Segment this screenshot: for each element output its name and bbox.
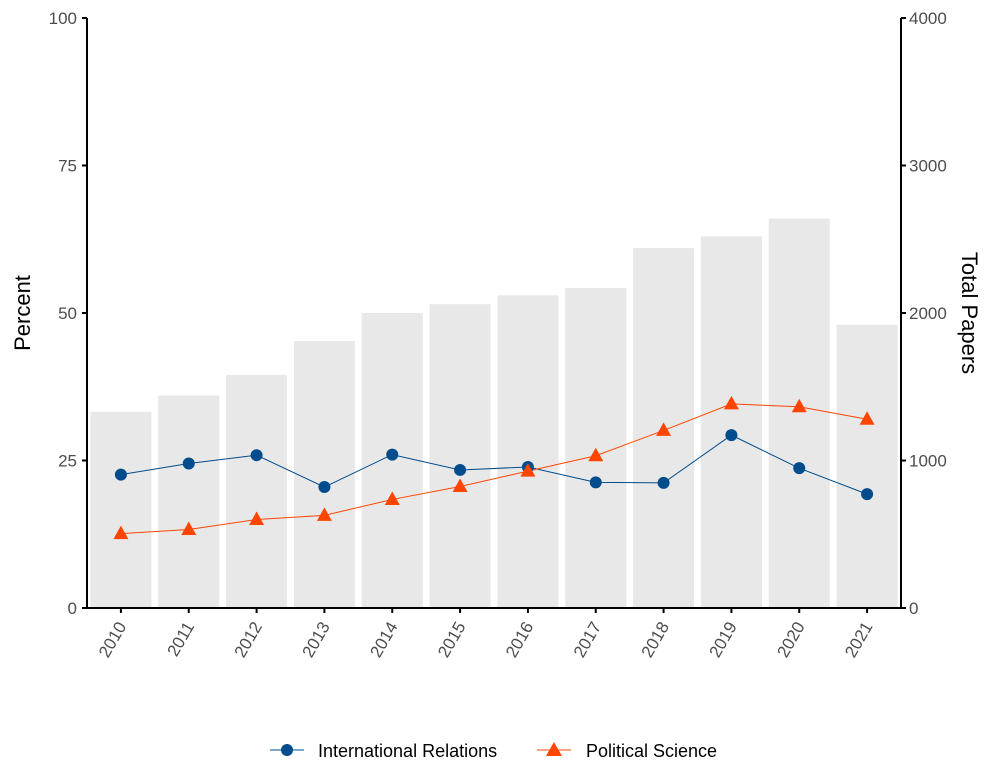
bar-2015	[429, 304, 491, 608]
x-tick-label-2016: 2016	[502, 619, 537, 661]
point-political-science-2013	[316, 507, 332, 521]
point-international-relations-2018	[657, 476, 670, 489]
x-tick-label-2011: 2011	[163, 619, 198, 660]
x-tick-label-2018: 2018	[638, 619, 673, 661]
y2-tick-label: 1000	[909, 452, 947, 471]
point-political-science-2014	[384, 491, 400, 505]
y2-tick-label: 3000	[909, 157, 947, 176]
legend-label-political-science: Political Science	[586, 741, 717, 761]
x-tick-label-2020: 2020	[773, 619, 808, 661]
point-international-relations-2010	[114, 468, 127, 481]
point-international-relations-2011	[182, 457, 195, 470]
x-tick-label-2013: 2013	[299, 619, 334, 661]
x-tick-label-2021: 2021	[841, 619, 876, 661]
legend-swatch-circle-marker	[281, 744, 293, 756]
x-tick-label-2017: 2017	[570, 619, 605, 661]
point-political-science-2018	[656, 422, 672, 436]
y-tick-label: 0	[68, 599, 77, 618]
point-political-science-2021	[859, 411, 875, 425]
lines-layer	[120, 403, 868, 535]
legend: International Relations Political Scienc…	[270, 741, 717, 761]
y2-tick-label: 4000	[909, 9, 947, 28]
y2-tick-label: 2000	[909, 304, 947, 323]
y-tick-label: 50	[58, 304, 77, 323]
legend-swatch-triangle-marker	[546, 742, 562, 756]
point-international-relations-2021	[861, 488, 874, 501]
points-layer	[113, 395, 875, 540]
x-tick-label-2012: 2012	[231, 619, 266, 661]
bar-2019	[700, 236, 762, 609]
point-international-relations-2013	[318, 481, 331, 494]
x-tick-label-2010: 2010	[95, 619, 130, 661]
legend-item-international-relations[interactable]: International Relations	[270, 741, 497, 761]
bar-2021	[836, 324, 898, 608]
point-international-relations-2020	[793, 462, 806, 475]
point-political-science-2011	[181, 521, 197, 536]
y-tick-label: 75	[58, 157, 77, 176]
legend-item-political-science[interactable]: Political Science	[537, 741, 717, 761]
point-political-science-2010	[113, 525, 129, 540]
x-tick-label-2019: 2019	[706, 619, 741, 661]
series-line-political-science	[120, 403, 868, 535]
y-axis-title: Percent	[10, 275, 35, 351]
y-tick-label: 100	[49, 9, 77, 28]
legend-label-international-relations: International Relations	[318, 741, 497, 761]
bars-layer	[90, 218, 898, 609]
series-line-international-relations	[120, 434, 868, 495]
bar-2012	[226, 374, 288, 608]
point-international-relations-2014	[386, 448, 399, 461]
point-political-science-2015	[452, 478, 468, 492]
point-international-relations-2012	[250, 449, 263, 462]
point-political-science-2019	[723, 395, 739, 410]
point-international-relations-2019	[725, 429, 738, 442]
x-tick-label-2014: 2014	[366, 619, 401, 661]
point-political-science-2016	[520, 463, 536, 477]
y-tick-label: 25	[58, 452, 77, 471]
bar-2016	[497, 295, 559, 608]
point-political-science-2020	[791, 398, 807, 413]
point-international-relations-2017	[589, 476, 602, 489]
bar-2010	[90, 411, 152, 608]
bar-2020	[768, 218, 830, 608]
x-tick-label-2015: 2015	[434, 619, 469, 661]
point-international-relations-2015	[454, 463, 467, 476]
point-political-science-2017	[588, 447, 604, 462]
y2-axis-title: Total Papers	[957, 252, 982, 374]
bar-2011	[158, 395, 220, 608]
y2-tick-label: 0	[909, 599, 918, 618]
point-political-science-2012	[249, 511, 265, 525]
bar-2013	[293, 341, 355, 608]
